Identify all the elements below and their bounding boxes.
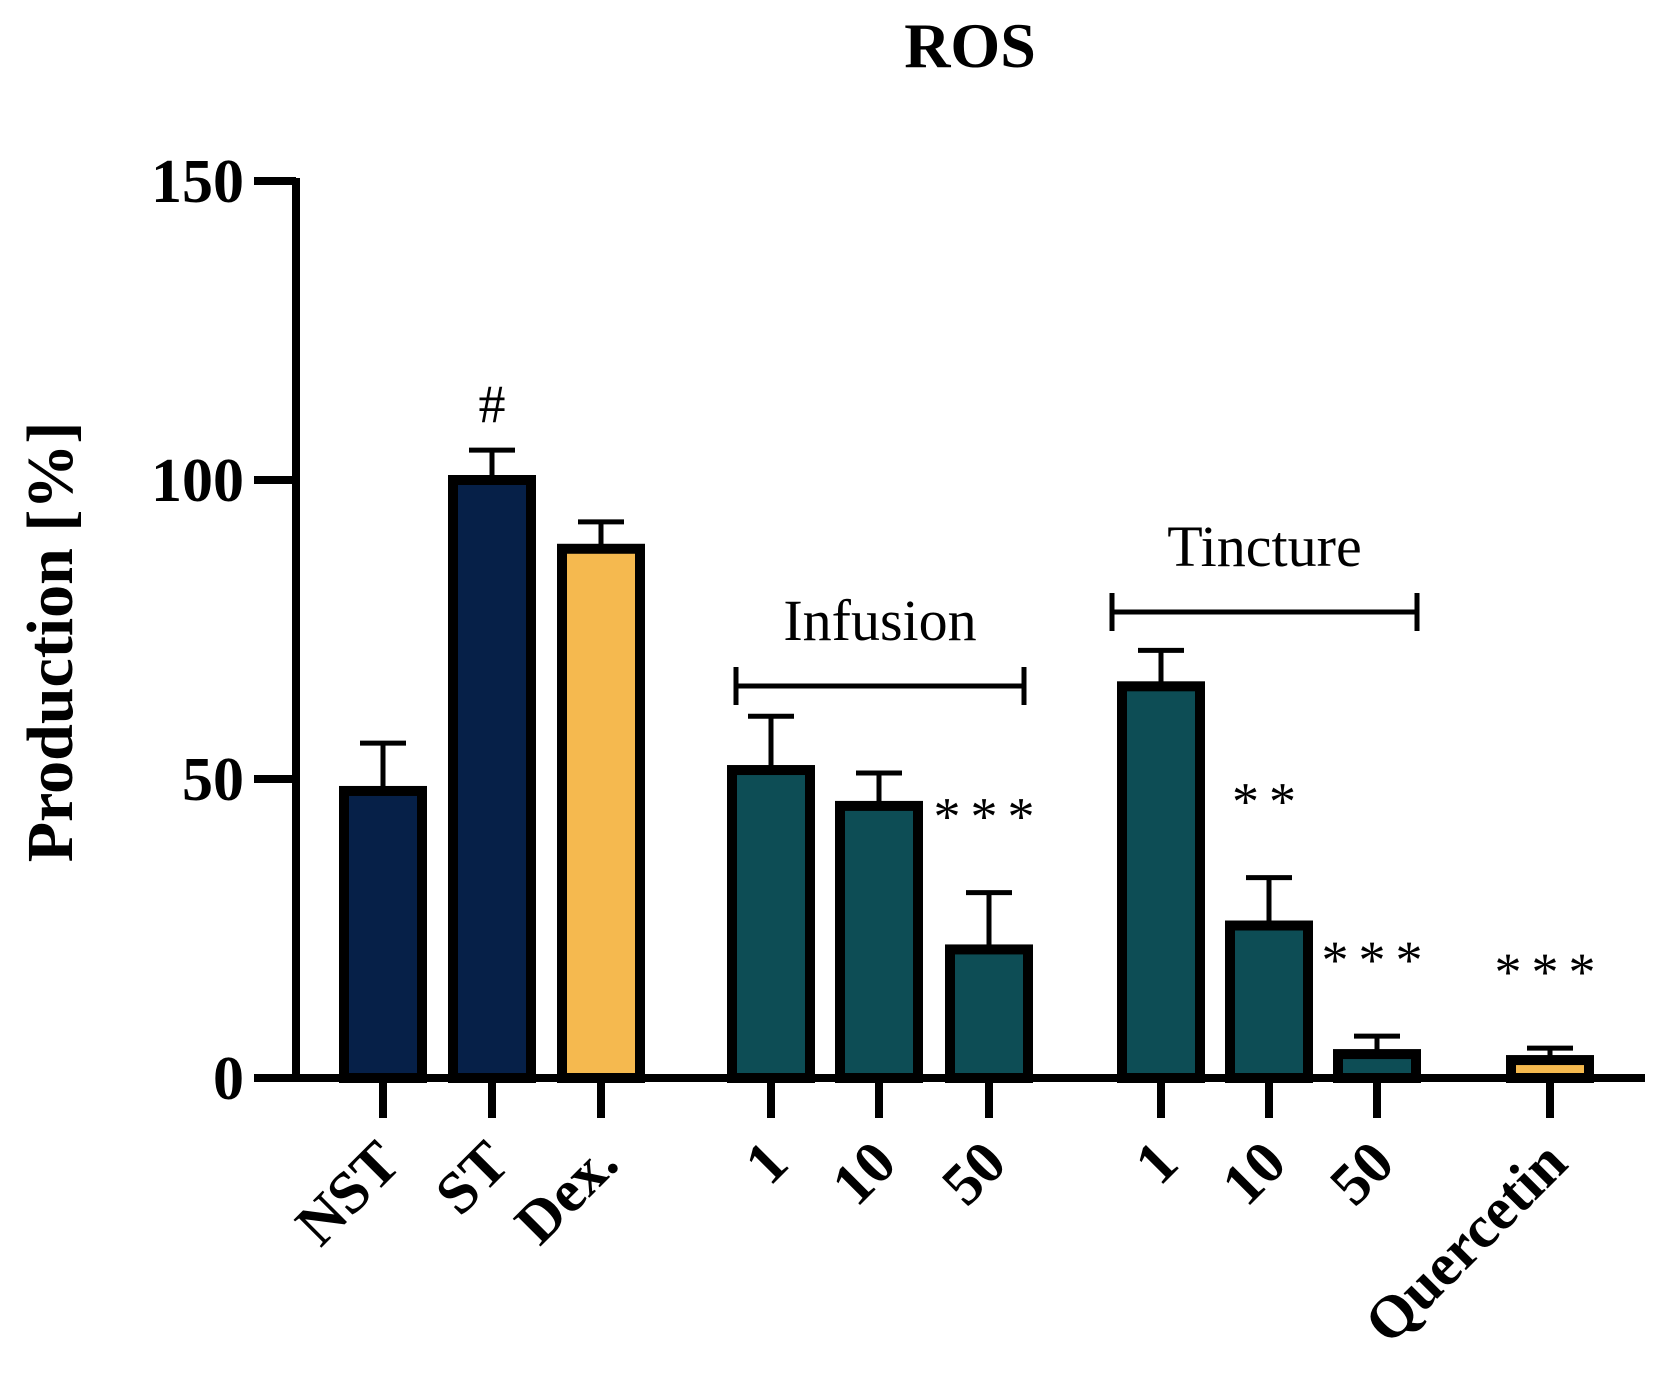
bar: [945, 944, 1033, 1083]
bar: [727, 765, 815, 1084]
significance-marker: ***: [934, 787, 1045, 847]
x-tick-label: Dex.: [502, 1129, 630, 1257]
significance-marker: #: [479, 374, 506, 434]
bar: [1333, 1049, 1421, 1083]
bar: [448, 475, 536, 1083]
bar: [1117, 681, 1205, 1083]
bar: [835, 800, 923, 1083]
significance-marker: **: [1232, 772, 1306, 832]
x-tick-label: NST: [283, 1129, 412, 1258]
y-tick-label: 50: [182, 746, 244, 814]
group-label-infusion: Infusion: [783, 588, 976, 653]
bar: [557, 543, 645, 1083]
x-tick-label: 10: [819, 1129, 908, 1218]
x-tick-label: 50: [1317, 1129, 1406, 1218]
bar: [1225, 920, 1313, 1084]
y-tick-label: 0: [213, 1045, 244, 1113]
y-tick-label: 150: [151, 148, 244, 216]
group-label-tincture: Tincture: [1167, 514, 1361, 579]
y-axis-label: Production [%]: [14, 422, 87, 863]
bar: [339, 785, 427, 1084]
bar: [1506, 1055, 1594, 1084]
significance-marker: ***: [1322, 930, 1433, 990]
y-tick-label: 100: [151, 447, 244, 515]
chart-title: ROS: [904, 10, 1036, 81]
x-tick-label: 10: [1209, 1129, 1298, 1218]
significance-marker: ***: [1495, 942, 1606, 1002]
x-tick-label: 1: [732, 1129, 800, 1197]
x-tick-label: 50: [929, 1129, 1018, 1218]
x-tick-label: 1: [1122, 1129, 1190, 1197]
